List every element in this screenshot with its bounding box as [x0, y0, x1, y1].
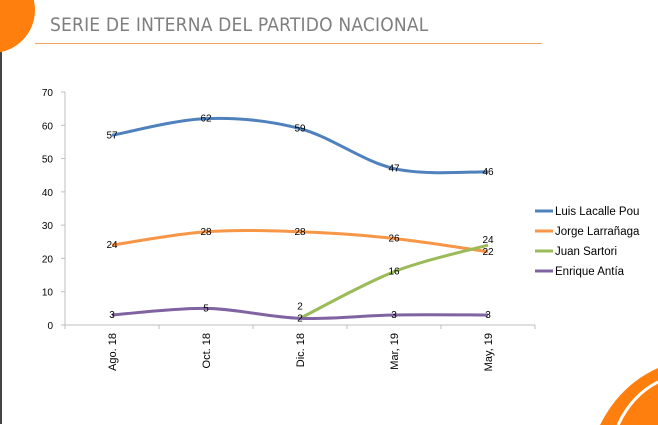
- data-label: 62: [200, 114, 212, 125]
- data-label: 28: [200, 227, 212, 238]
- y-tick-label: 50: [42, 155, 54, 166]
- series-line-2: [299, 243, 489, 320]
- orange-swoosh-decoration: [600, 368, 658, 425]
- y-tick-label: 30: [42, 221, 54, 232]
- data-label: 3: [485, 310, 491, 321]
- y-tick-label: 70: [42, 88, 54, 99]
- data-label: 26: [388, 233, 400, 244]
- data-label: 28: [294, 227, 306, 238]
- legend-label: Luis Lacalle Pou: [555, 206, 639, 218]
- white-swoosh-decoration: [616, 380, 658, 425]
- y-tick-label: 60: [42, 121, 54, 132]
- series-line-1: [111, 229, 489, 254]
- x-tick-label: Oct. 18: [201, 333, 213, 368]
- series-line-3: [111, 306, 489, 321]
- legend-label: Juan Sartori: [555, 246, 617, 258]
- data-label: 16: [388, 267, 400, 278]
- data-label: 59: [294, 124, 306, 135]
- data-label: 24: [482, 235, 494, 246]
- x-tick-label: May, 19: [483, 333, 495, 371]
- data-label: 2: [297, 313, 303, 324]
- y-tick-label: 40: [42, 188, 54, 199]
- y-tick-label: 20: [42, 254, 54, 265]
- legend-label: Enrique Antía: [555, 266, 625, 278]
- data-label: 3: [391, 310, 397, 321]
- title-underline: [35, 43, 542, 44]
- legend-label: Jorge Larrañaga: [555, 226, 640, 238]
- x-tick-label: Mar, 19: [389, 333, 401, 370]
- data-label: 2: [297, 301, 303, 312]
- y-tick-label: 0: [47, 321, 53, 332]
- y-tick-label: 10: [42, 288, 54, 299]
- data-label: 46: [482, 167, 494, 178]
- data-label: 57: [106, 130, 118, 141]
- orange-circle-decoration: [0, 0, 35, 53]
- page-title: SERIE DE INTERNA DEL PARTIDO NACIONAL: [50, 14, 429, 36]
- data-label: 24: [106, 240, 118, 251]
- series-line-0: [111, 116, 489, 175]
- x-tick-label: Ago. 18: [107, 333, 119, 371]
- data-label: 5: [203, 303, 209, 314]
- data-label: 22: [482, 247, 494, 258]
- x-tick-label: Dic. 18: [295, 333, 307, 367]
- data-label: 3: [109, 310, 115, 321]
- data-label: 47: [388, 164, 400, 175]
